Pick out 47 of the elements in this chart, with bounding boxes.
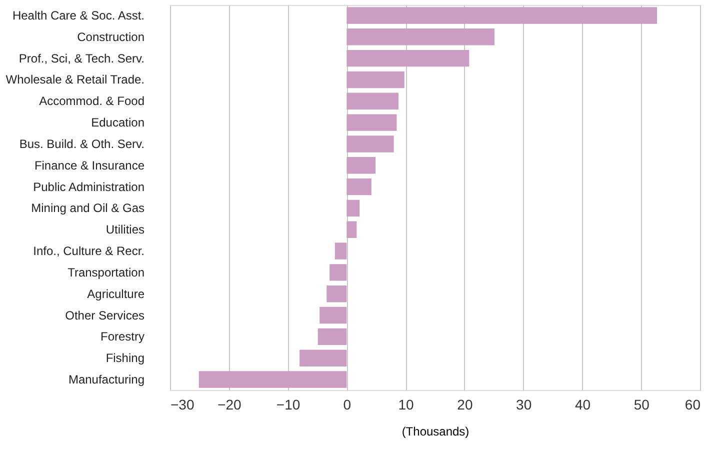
bar — [346, 50, 470, 67]
y-tick-label: Health Care & Soc. Asst. — [12, 8, 144, 22]
x-axis-title: (Thousands) — [402, 424, 470, 438]
y-tick-label: Utilities — [106, 222, 144, 237]
bar — [346, 92, 398, 110]
y-tick-label: Finance & Insurance — [34, 158, 145, 172]
bar — [346, 71, 404, 88]
y-tick-label: Wholesale & Retail Trade. — [6, 72, 144, 87]
x-tick-label: 40 — [574, 396, 591, 412]
y-tick-label: Fishing — [106, 351, 144, 366]
x-tick-label: −10 — [276, 396, 300, 412]
bar — [346, 221, 357, 238]
bar — [346, 200, 360, 217]
y-tick-label: Education — [91, 116, 144, 130]
y-tick-label: Public Administration — [33, 180, 144, 194]
x-tick-label: −20 — [218, 396, 242, 412]
bar — [320, 306, 347, 324]
y-tick-label: Accommod. & Food — [39, 94, 144, 108]
x-tick-label: 0 — [343, 396, 352, 412]
bar — [318, 328, 347, 346]
y-tick-label: Manufacturing — [68, 372, 144, 387]
bar — [198, 371, 347, 388]
y-tick-label: Forestry — [100, 330, 144, 344]
y-tick-label: Agriculture — [87, 286, 145, 301]
y-tick-label: Transportation — [68, 265, 144, 280]
x-tick-label: 20 — [457, 396, 473, 412]
y-tick-label: Construction — [77, 30, 144, 44]
y-tick-label: Prof., Sci, & Tech. Serv. — [18, 51, 144, 66]
x-tick-label: 50 — [634, 396, 650, 412]
y-tick-label: Info., Culture & Recr. — [33, 244, 144, 258]
bar — [346, 178, 372, 196]
y-tick-label: Other Services — [65, 308, 144, 322]
bar — [346, 28, 494, 46]
x-tick-label: −30 — [170, 396, 194, 412]
bar — [330, 264, 347, 281]
y-tick-label: Bus. Build. & Oth. Serv. — [19, 136, 144, 151]
bar — [346, 114, 397, 131]
x-tick-label: 30 — [516, 396, 532, 412]
x-tick-label: 10 — [398, 396, 414, 412]
bar — [334, 242, 347, 260]
y-tick-label: Mining and Oil & Gas — [31, 201, 144, 216]
bar — [346, 157, 376, 174]
x-tick-label: 60 — [684, 396, 701, 412]
bar — [346, 136, 394, 152]
bar — [346, 7, 658, 24]
bar — [326, 286, 347, 302]
bar — [300, 350, 347, 366]
